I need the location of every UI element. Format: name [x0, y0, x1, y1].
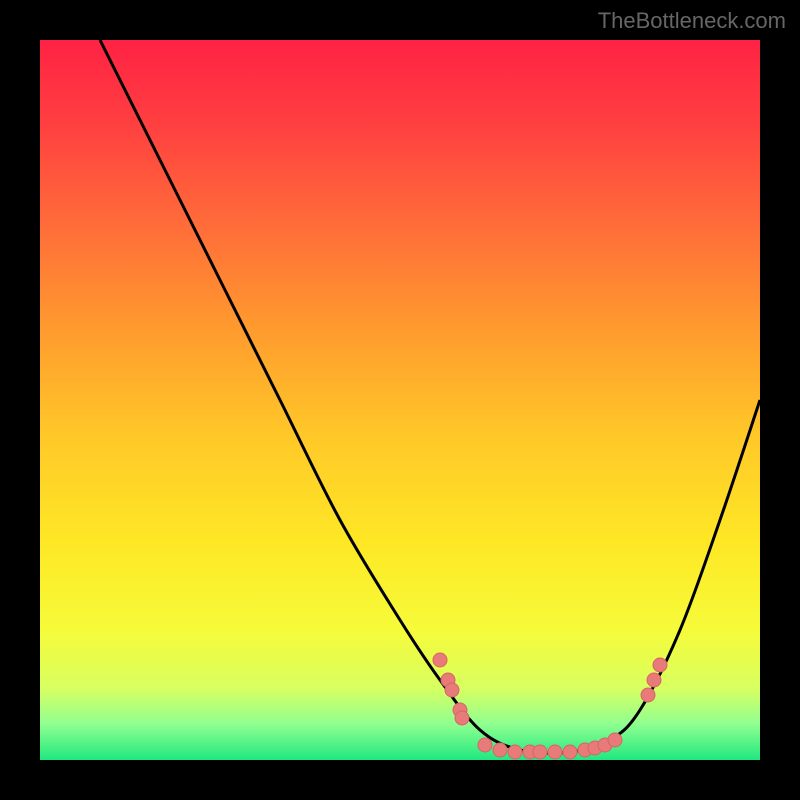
data-marker: [533, 745, 547, 759]
data-marker: [647, 673, 661, 687]
data-marker: [548, 745, 562, 759]
data-marker: [508, 745, 522, 759]
data-marker: [478, 738, 492, 752]
watermark-text: TheBottleneck.com: [598, 8, 786, 34]
data-marker: [433, 653, 447, 667]
data-marker: [641, 688, 655, 702]
data-marker: [445, 683, 459, 697]
data-marker: [608, 733, 622, 747]
data-markers: [433, 653, 667, 759]
data-marker: [455, 711, 469, 725]
data-marker: [653, 658, 667, 672]
data-marker: [563, 745, 577, 759]
data-marker: [493, 743, 507, 757]
v-curve: [100, 40, 760, 753]
chart-area: [40, 40, 760, 760]
curve-overlay: [40, 40, 760, 760]
